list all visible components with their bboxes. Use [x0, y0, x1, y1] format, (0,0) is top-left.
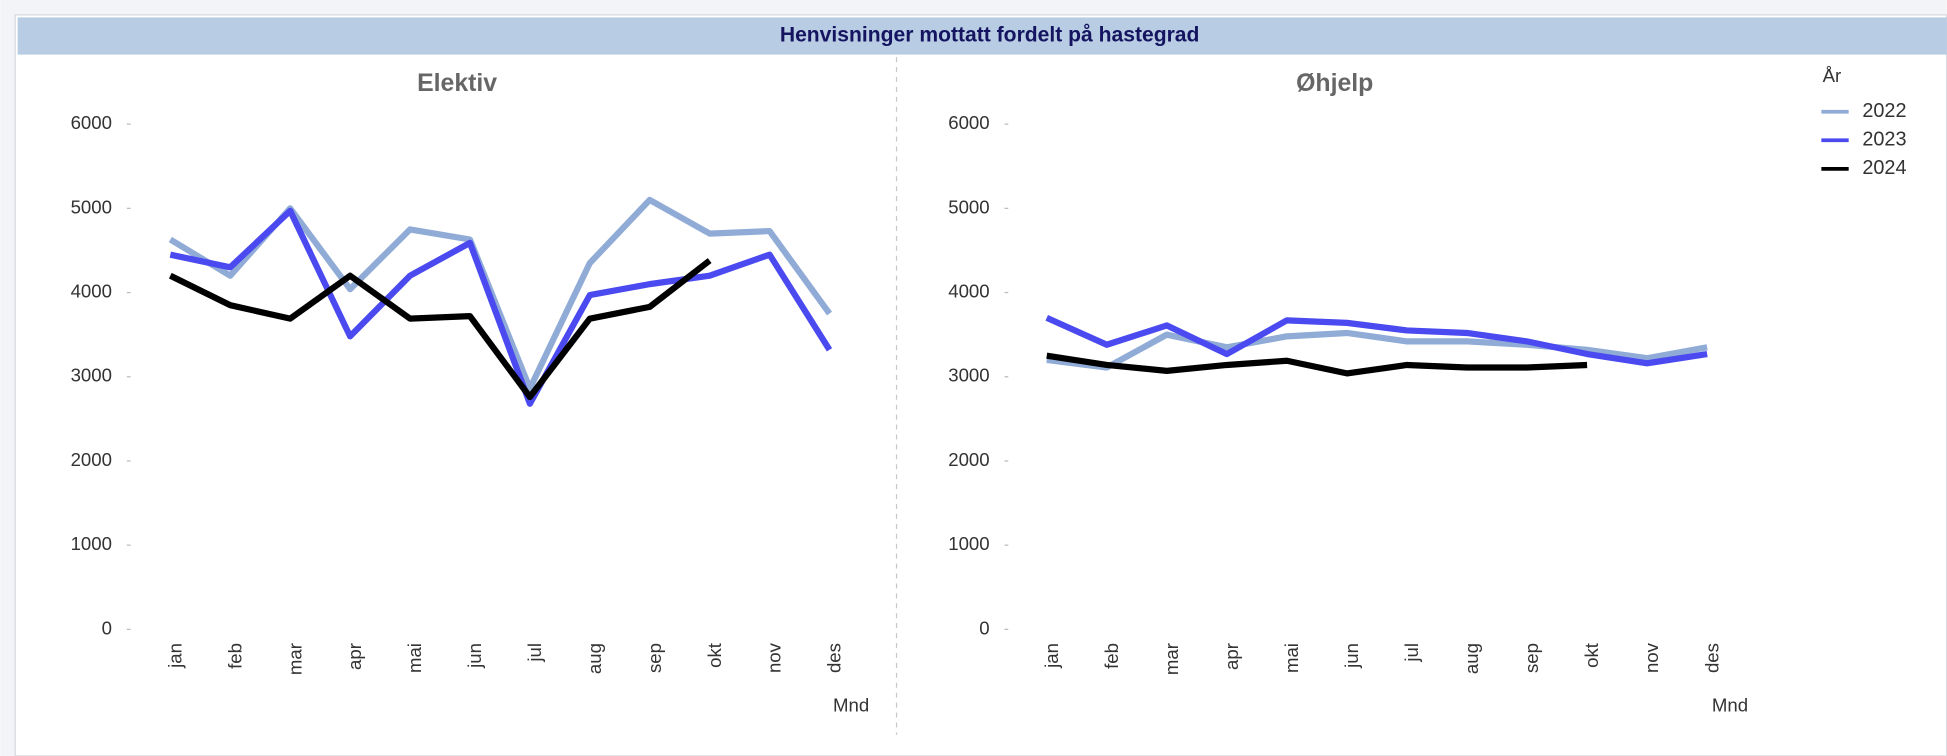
legend-label: 2024 [1862, 157, 1906, 179]
x-tick-label: feb [1101, 643, 1122, 669]
legend-title: År [1823, 65, 1842, 86]
series-line [1045, 314, 1708, 367]
x-axis-label: Mnd [833, 694, 869, 715]
header-title: Henvisninger mottatt fordelt på hastegra… [780, 24, 1200, 47]
x-tick-label: nov [1641, 642, 1662, 673]
x-tick-label: okt [704, 642, 725, 668]
x-tick-label: mar [1161, 643, 1182, 675]
legend-label: 2022 [1862, 100, 1906, 122]
x-tick-label: jun [1341, 643, 1362, 669]
y-tick-label: 6000 [71, 112, 112, 133]
x-tick-label: jan [164, 643, 185, 669]
x-tick-label: feb [224, 643, 245, 669]
y-tick-label: 1000 [71, 533, 112, 554]
x-tick-label: des [824, 643, 845, 673]
x-tick-label: jan [1041, 643, 1062, 669]
y-tick-label: 3000 [71, 365, 112, 386]
y-tick-label: 0 [102, 617, 112, 638]
x-tick-label: sep [644, 643, 665, 673]
y-tick-label: 2000 [71, 449, 112, 470]
x-tick-label: okt [1581, 642, 1602, 668]
panel [14, 14, 1947, 756]
x-tick-label: jul [1401, 643, 1422, 663]
x-tick-label: des [1701, 643, 1722, 673]
y-tick-label: 5000 [948, 196, 989, 217]
series-line [169, 207, 833, 407]
y-tick-label: 1000 [948, 533, 989, 554]
y-tick-label: 3000 [948, 365, 989, 386]
series-line [168, 258, 712, 401]
y-tick-label: 6000 [948, 112, 989, 133]
legend-label: 2023 [1862, 129, 1906, 151]
x-tick-label: mai [1281, 643, 1302, 673]
x-tick-label: sep [1521, 643, 1542, 673]
series-line [1046, 329, 1708, 371]
x-tick-label: aug [1461, 643, 1482, 674]
chart-title: Elektiv [417, 70, 497, 97]
x-tick-label: aug [584, 643, 605, 674]
x-tick-label: jul [524, 643, 545, 663]
x-axis-label: Mnd [1712, 694, 1748, 715]
x-tick-label: nov [764, 642, 785, 673]
x-tick-label: jun [464, 643, 485, 669]
y-tick-label: 5000 [71, 196, 112, 217]
y-tick-label: 2000 [948, 449, 989, 470]
x-tick-label: apr [1221, 643, 1242, 670]
series-line [1046, 352, 1588, 377]
header-bar [17, 17, 1947, 55]
y-tick-label: 0 [979, 617, 989, 638]
x-tick-label: mai [404, 643, 425, 673]
y-tick-label: 4000 [948, 280, 989, 301]
y-tick-label: 4000 [71, 280, 112, 301]
x-tick-label: mar [284, 643, 305, 675]
chart-title: Øhjelp [1296, 70, 1373, 97]
x-tick-label: apr [344, 643, 365, 670]
